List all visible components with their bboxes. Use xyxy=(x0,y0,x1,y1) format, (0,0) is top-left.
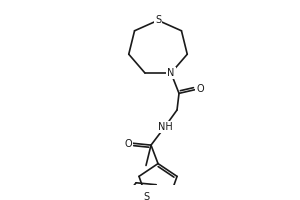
Text: S: S xyxy=(155,15,161,25)
Text: S: S xyxy=(143,192,149,200)
Text: O: O xyxy=(124,139,132,149)
Text: NH: NH xyxy=(158,122,172,132)
Text: N: N xyxy=(167,68,175,78)
Text: O: O xyxy=(196,84,204,94)
